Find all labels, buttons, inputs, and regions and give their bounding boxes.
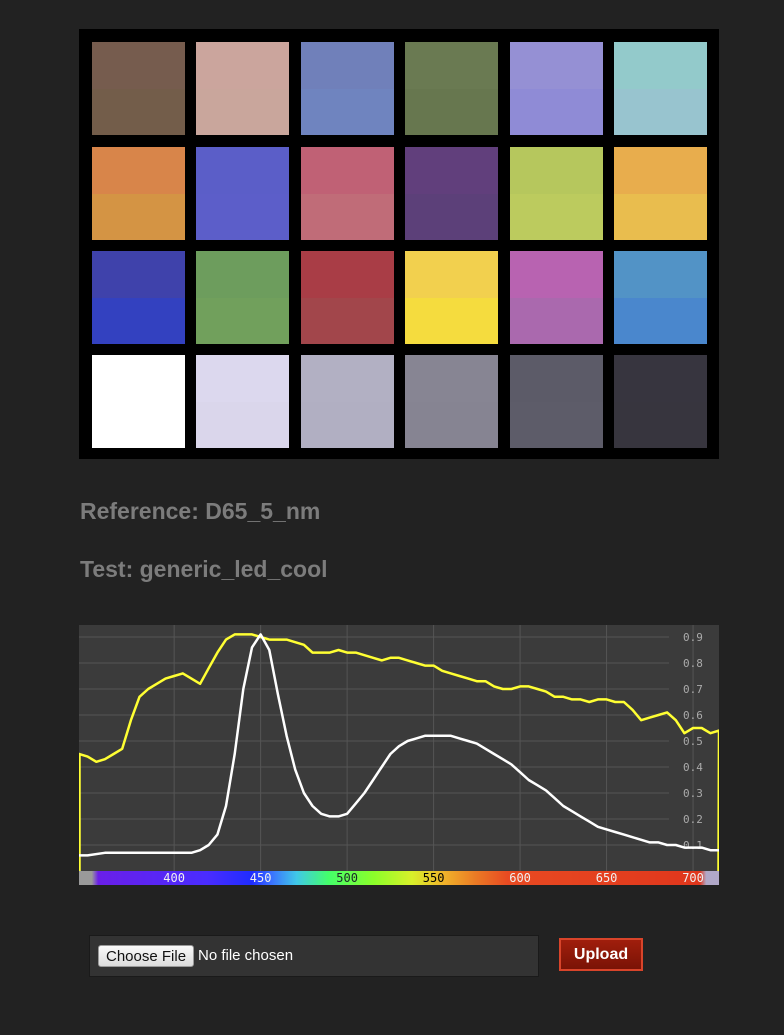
file-status: No file chosen <box>198 947 294 964</box>
choose-file-button[interactable]: Choose File <box>98 945 195 967</box>
upload-form: Choose File No file chosen Upload <box>89 935 649 977</box>
color-patch <box>92 355 185 448</box>
color-patch <box>614 147 707 240</box>
color-patch <box>301 355 394 448</box>
x-tick-label: 450 <box>250 871 272 885</box>
color-patch <box>510 42 603 135</box>
spectrum-chart: 0.1 0.2 0.3 0.4 0.5 0.6 0.7 0.8 0.9 400 450 500 550… <box>79 625 719 885</box>
x-tick-label: 500 <box>336 871 358 885</box>
file-input[interactable]: Choose File No file chosen <box>89 935 539 977</box>
color-patch <box>92 42 185 135</box>
color-patch <box>196 147 289 240</box>
color-patch <box>510 251 603 344</box>
y-tick-label: 0.2 <box>683 813 703 826</box>
y-tick-label: 0.9 <box>683 631 703 644</box>
color-patch <box>196 42 289 135</box>
upload-button[interactable]: Upload <box>559 938 643 971</box>
color-patch <box>405 42 498 135</box>
color-patch <box>196 355 289 448</box>
color-patch <box>92 147 185 240</box>
color-patch <box>301 42 394 135</box>
color-checker-chart <box>79 29 719 459</box>
color-patch <box>405 355 498 448</box>
color-patch <box>301 251 394 344</box>
color-patch <box>614 355 707 448</box>
color-patch <box>301 147 394 240</box>
x-tick-label: 700 <box>682 871 704 885</box>
color-patch <box>405 251 498 344</box>
y-tick-label: 0.4 <box>683 761 703 774</box>
color-patch <box>614 251 707 344</box>
spectrum-bar <box>79 871 719 885</box>
y-tick-label: 0.5 <box>683 735 703 748</box>
test-label: Test: generic_led_cool <box>80 556 328 582</box>
y-tick-label: 0.1 <box>683 839 703 852</box>
test-spectrum-line <box>79 633 719 857</box>
color-patch <box>196 251 289 344</box>
color-patch <box>92 251 185 344</box>
x-tick-label: 650 <box>596 871 618 885</box>
color-patch <box>510 355 603 448</box>
x-tick-label: 550 <box>423 871 445 885</box>
x-tick-label: 600 <box>509 871 531 885</box>
y-tick-label: 0.6 <box>683 709 703 722</box>
x-tick-label: 400 <box>163 871 185 885</box>
y-tick-label: 0.7 <box>683 683 703 696</box>
reference-label: Reference: D65_5_nm <box>80 498 321 524</box>
color-patch <box>510 147 603 240</box>
color-patch <box>405 147 498 240</box>
reference-spectrum-line <box>79 633 719 872</box>
y-tick-label: 0.3 <box>683 787 703 800</box>
y-tick-label: 0.8 <box>683 657 703 670</box>
color-patch <box>614 42 707 135</box>
